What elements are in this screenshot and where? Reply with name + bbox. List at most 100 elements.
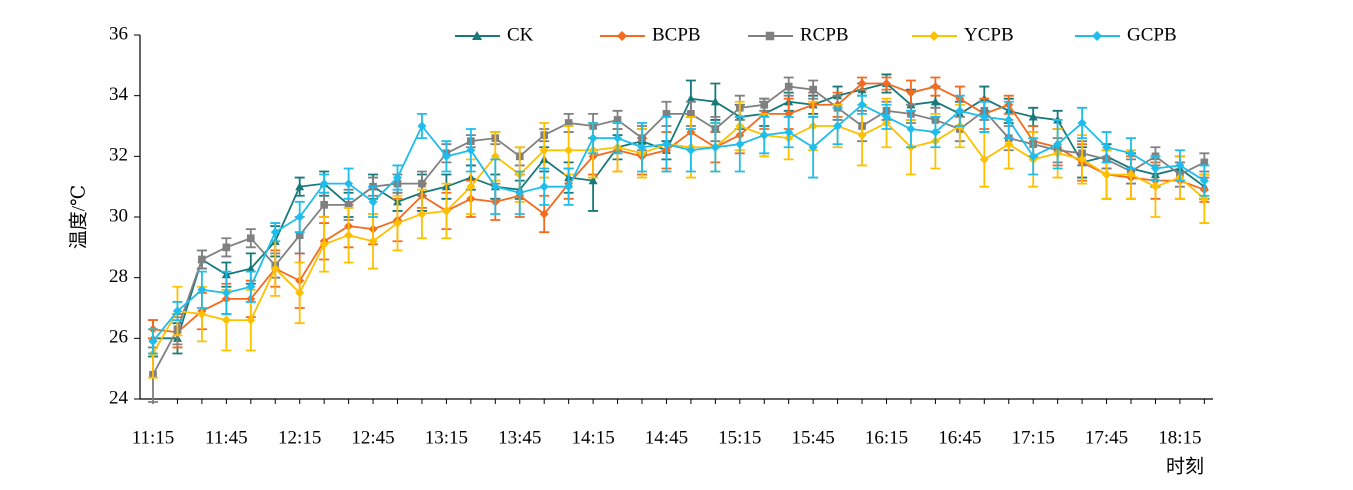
y-tick-label: 36 — [109, 23, 128, 44]
marker — [930, 97, 940, 106]
marker — [564, 119, 573, 127]
marker — [1199, 176, 1209, 186]
marker — [319, 179, 329, 189]
marker — [1102, 170, 1112, 180]
x-tick-label: 15:45 — [792, 427, 835, 448]
marker — [441, 206, 451, 216]
x-tick-label: 14:15 — [571, 427, 614, 448]
x-tick-label: 16:15 — [865, 427, 908, 448]
marker — [246, 264, 256, 273]
marker — [466, 145, 476, 155]
marker — [857, 130, 867, 140]
marker — [929, 31, 939, 41]
marker — [1200, 158, 1209, 167]
marker — [564, 145, 574, 155]
marker — [539, 145, 549, 155]
marker — [930, 127, 940, 137]
marker — [1028, 112, 1038, 121]
marker — [1150, 182, 1160, 192]
marker — [515, 188, 525, 198]
y-axis-label: 温度/℃ — [67, 185, 89, 250]
marker — [613, 116, 622, 124]
marker — [148, 336, 158, 346]
marker — [686, 94, 696, 103]
marker — [760, 100, 769, 109]
marker — [197, 285, 207, 295]
marker — [930, 82, 940, 92]
marker — [490, 182, 500, 192]
legend-label: BCPB — [652, 24, 701, 45]
marker — [295, 182, 305, 191]
marker — [344, 201, 353, 209]
series-line — [152, 85, 1205, 376]
marker — [906, 88, 916, 98]
marker — [784, 82, 793, 91]
x-tick-label: 13:45 — [498, 427, 541, 448]
x-tick-label: 11:45 — [205, 427, 248, 448]
marker — [882, 79, 891, 89]
marker — [979, 154, 989, 164]
marker — [710, 142, 720, 152]
legend-label: RCPB — [800, 24, 849, 45]
marker — [1126, 170, 1136, 180]
marker — [1175, 160, 1185, 170]
marker — [320, 201, 328, 209]
y-tick-label: 24 — [109, 387, 129, 408]
marker — [198, 255, 206, 264]
marker — [246, 234, 255, 243]
marker — [472, 31, 482, 40]
marker — [295, 231, 304, 240]
marker — [221, 288, 231, 298]
marker — [979, 112, 989, 122]
marker — [1077, 154, 1087, 164]
series — [148, 94, 1210, 355]
marker — [617, 31, 627, 41]
x-tick-label: 17:45 — [1085, 427, 1128, 448]
legend-label: GCPB — [1127, 24, 1177, 45]
x-tick-label: 18:15 — [1158, 427, 1201, 448]
marker — [295, 288, 305, 298]
x-tick-label: 13:15 — [425, 427, 468, 448]
legend-label: CK — [507, 24, 534, 45]
marker — [1102, 142, 1112, 152]
marker — [319, 239, 329, 249]
marker — [418, 179, 426, 188]
legend-label: YCPB — [964, 24, 1014, 45]
marker — [808, 142, 818, 152]
x-tick-label: 12:15 — [278, 427, 321, 448]
marker — [1028, 151, 1038, 161]
marker — [393, 173, 402, 183]
marker — [1150, 163, 1160, 173]
x-tick-label: 14:45 — [645, 427, 688, 448]
marker — [417, 209, 427, 219]
marker — [344, 179, 354, 189]
marker — [759, 130, 769, 140]
y-tick-label: 26 — [109, 327, 128, 348]
marker — [417, 121, 427, 131]
marker — [833, 121, 843, 131]
marker — [1126, 148, 1136, 158]
marker — [882, 112, 891, 122]
marker — [662, 110, 671, 118]
marker — [765, 31, 775, 41]
y-tick-label: 32 — [109, 145, 128, 166]
marker — [710, 97, 720, 106]
marker — [588, 133, 598, 143]
y-tick-label: 30 — [109, 205, 128, 226]
marker — [687, 110, 695, 118]
marker — [735, 139, 745, 149]
marker — [857, 100, 867, 110]
marker — [784, 127, 794, 137]
marker — [1077, 118, 1087, 128]
marker — [637, 142, 647, 152]
marker — [1004, 139, 1014, 149]
marker — [295, 212, 305, 222]
marker — [857, 79, 867, 89]
series-line — [152, 121, 1205, 354]
x-tick-label: 11:15 — [132, 427, 175, 448]
marker — [344, 230, 354, 240]
marker — [368, 236, 378, 246]
marker — [613, 133, 623, 143]
x-axis-label: 时刻 — [1166, 455, 1204, 477]
marker — [221, 315, 231, 325]
